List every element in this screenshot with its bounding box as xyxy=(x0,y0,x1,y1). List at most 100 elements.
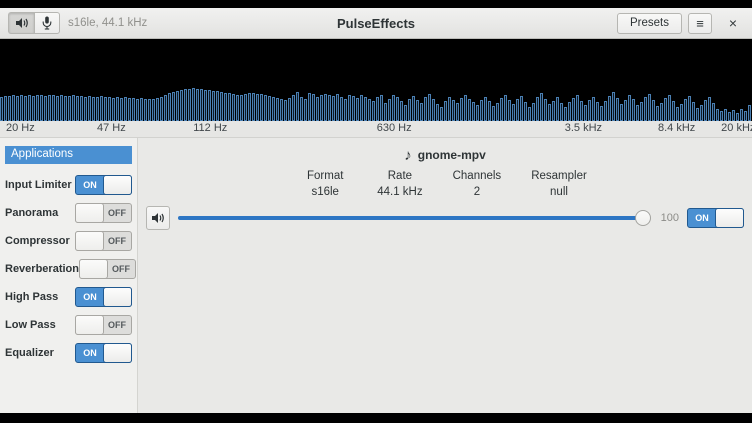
spectrum-bar xyxy=(92,97,95,121)
spectrum-bar xyxy=(320,95,323,121)
spectrum-bar xyxy=(112,98,115,121)
output-devices-button[interactable] xyxy=(8,12,34,34)
spectrum-bar xyxy=(40,95,43,121)
spectrum-bar xyxy=(400,101,403,121)
spectrum-bar xyxy=(744,111,747,121)
frequency-tick-label: 8.4 kHz xyxy=(658,122,696,134)
spectrum-bar xyxy=(144,99,147,121)
spectrum-bar xyxy=(452,100,455,121)
switch-state-label: OFF xyxy=(108,208,126,218)
spectrum-bar xyxy=(96,97,99,121)
spectrum-bar xyxy=(664,98,667,121)
effect-toggle-switch[interactable]: OFF xyxy=(75,231,132,251)
close-button[interactable]: × xyxy=(722,12,744,34)
effect-toggle-switch[interactable]: OFF xyxy=(75,203,132,223)
spectrum-bar xyxy=(172,92,175,121)
spectrum-bar xyxy=(188,89,191,121)
menu-button[interactable]: ≡ xyxy=(688,12,712,34)
spectrum-bar xyxy=(44,96,47,121)
titlebar: s16le, 44.1 kHz PulseEffects Presets ≡ × xyxy=(0,8,752,39)
spectrum-bar xyxy=(520,96,523,121)
spectrum-bar xyxy=(48,95,51,121)
volume-slider-knob[interactable] xyxy=(634,210,651,226)
spectrum-bar xyxy=(316,97,319,121)
sidebar-item-applications[interactable]: Applications xyxy=(5,146,132,164)
volume-icon xyxy=(152,213,164,223)
spectrum-bar xyxy=(196,89,199,121)
spectrum-bar xyxy=(108,97,111,121)
effect-label: Input Limiter xyxy=(5,179,72,191)
spectrum-bar xyxy=(156,98,159,121)
volume-slider[interactable] xyxy=(178,209,651,227)
spectrum-bar xyxy=(428,94,431,121)
frequency-tick-label: 20 Hz xyxy=(6,122,35,134)
effect-row: Equalizer ON xyxy=(5,339,132,367)
effect-row: Input Limiter ON xyxy=(5,171,132,199)
effect-toggle-switch[interactable]: OFF xyxy=(75,315,132,335)
spectrum-bar xyxy=(228,93,231,121)
spectrum-bar xyxy=(300,97,303,121)
spectrum-bar xyxy=(680,104,683,121)
spectrum-bar xyxy=(736,113,739,121)
spectrum-bar xyxy=(268,96,271,121)
spectrum-bar xyxy=(464,95,467,121)
spectrum-bar xyxy=(588,100,591,121)
effect-toggle-switch[interactable]: ON xyxy=(75,287,132,307)
spectrum-bar xyxy=(544,99,547,121)
spectrum-bar xyxy=(116,97,119,121)
volume-value: 100 xyxy=(660,212,679,224)
spectrum-bar xyxy=(596,102,599,121)
spectrum-bar xyxy=(72,95,75,121)
spectrum-bar xyxy=(516,99,519,121)
spectrum-bar xyxy=(204,90,207,121)
frequency-tick-label: 112 Hz xyxy=(193,122,228,134)
spectrum-bar xyxy=(348,95,351,121)
spectrum-bar xyxy=(456,103,459,121)
switch-state-label: OFF xyxy=(108,320,126,330)
volume-slider-track xyxy=(178,216,638,220)
spectrum-bar xyxy=(404,105,407,121)
spectrum-bar xyxy=(388,99,391,121)
spectrum-bar xyxy=(564,107,567,121)
spectrum-bar xyxy=(184,89,187,121)
stream-param: Resampler null xyxy=(531,170,587,198)
app-enable-switch[interactable]: ON xyxy=(687,208,744,228)
spectrum-bar xyxy=(620,104,623,121)
spectrum-bar xyxy=(352,96,355,121)
switch-state-label: ON xyxy=(83,292,97,302)
spectrum-bar xyxy=(396,97,399,121)
spectrum-bar xyxy=(648,94,651,121)
spectrum-bar xyxy=(692,102,695,121)
spectrum-bar xyxy=(612,92,615,121)
music-note-icon: ♪ xyxy=(404,146,412,164)
switch-knob xyxy=(75,315,104,335)
spectrum-bar xyxy=(208,90,211,121)
spectrum-bar xyxy=(260,94,263,121)
spectrum-bar xyxy=(336,94,339,121)
spectrum-bar xyxy=(68,96,71,121)
spectrum-bar xyxy=(292,95,295,121)
spectrum-bar xyxy=(280,99,283,121)
spectrum-bar xyxy=(84,97,87,121)
spectrum-bar xyxy=(740,109,743,121)
spectrum-bar xyxy=(128,98,131,121)
effect-toggle-switch[interactable]: ON xyxy=(75,343,132,363)
spectrum-bar xyxy=(372,101,375,121)
spectrum-bar xyxy=(28,95,31,121)
spectrum-bar xyxy=(656,106,659,121)
close-icon: × xyxy=(728,15,738,31)
spectrum-bar xyxy=(548,104,551,121)
spectrum-bar xyxy=(88,96,91,121)
spectrum-bar xyxy=(392,95,395,121)
effect-toggle-switch[interactable]: OFF xyxy=(78,259,136,279)
spectrum-bar xyxy=(304,99,307,121)
mute-button[interactable] xyxy=(146,206,170,230)
spectrum-bar xyxy=(568,102,571,121)
input-devices-button[interactable] xyxy=(34,12,60,34)
presets-button[interactable]: Presets xyxy=(617,12,682,34)
spectrum-bar xyxy=(160,97,163,121)
spectrum-bar xyxy=(152,99,155,121)
switch-state-label: OFF xyxy=(111,264,130,274)
effect-toggle-switch[interactable]: ON xyxy=(75,175,132,195)
spectrum-bar xyxy=(356,98,359,121)
